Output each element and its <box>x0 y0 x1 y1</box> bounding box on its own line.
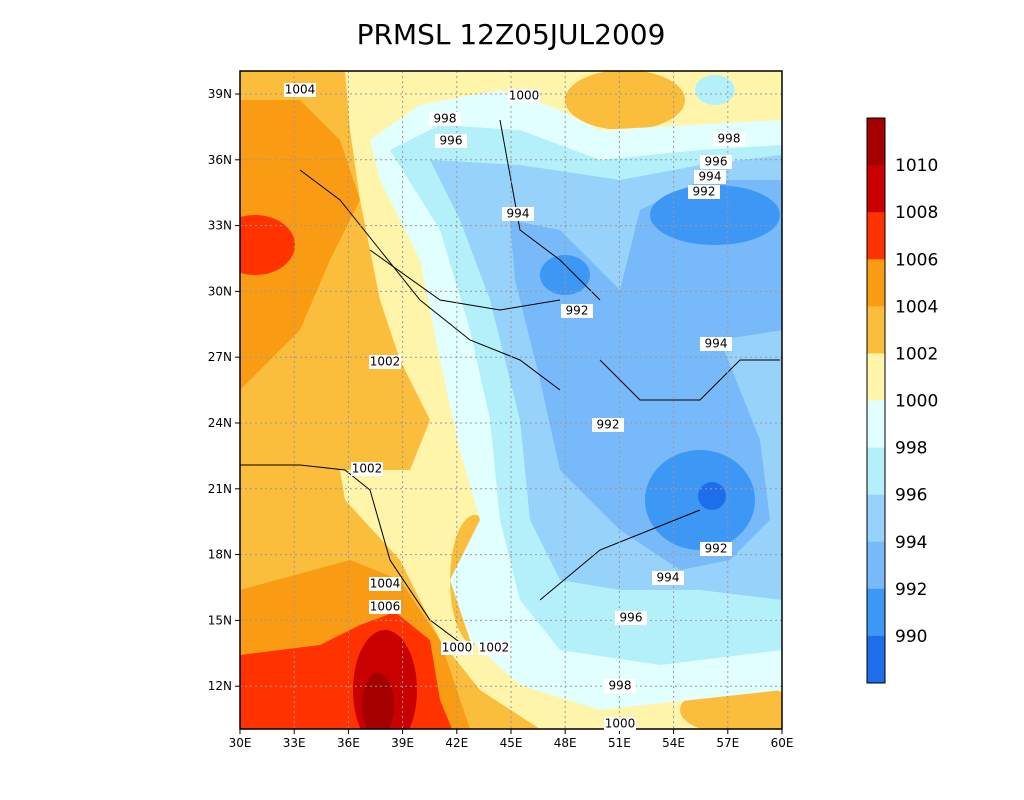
colorbar-label: 998 <box>895 439 927 459</box>
contour-label: 992 <box>597 418 620 432</box>
contour-label: 994 <box>507 207 530 221</box>
contour-label: 994 <box>657 571 680 585</box>
colorbar-segment <box>867 353 885 401</box>
contour-label: 998 <box>718 132 741 146</box>
colorbar-label: 1006 <box>895 250 938 270</box>
lat-tick-label: 27N <box>208 350 232 364</box>
contour-label-box <box>369 355 401 369</box>
colorbar-segment <box>867 588 885 637</box>
contour-label-box <box>369 577 401 591</box>
contour-label-box <box>592 418 624 432</box>
map-title: PRMSL 12Z05JUL2009 <box>357 18 666 51</box>
contour-label-box <box>284 83 316 97</box>
lon-tick-label: 36E <box>337 736 360 750</box>
contour-label: 996 <box>440 134 463 148</box>
lon-tick-label: 54E <box>662 736 685 750</box>
contour-label-box <box>508 89 540 103</box>
contour-label-box <box>441 641 473 655</box>
lon-tick-label: 51E <box>608 736 631 750</box>
lon-tick-label: 39E <box>391 736 414 750</box>
lat-tick-label: 24N <box>208 416 232 430</box>
contour-label: 1000 <box>509 89 540 103</box>
colorbar-segment <box>867 118 885 166</box>
lat-tick-label: 21N <box>208 482 232 496</box>
contour-label: 1002 <box>352 462 383 476</box>
colorbar-label: 1008 <box>895 203 938 223</box>
contour-label: 998 <box>609 679 632 693</box>
colorbar-segment <box>867 635 885 684</box>
colorbar-segment <box>867 306 885 354</box>
colorbar: 1010 1008 1006 1004 1002 1000 998 996 994 992 990 <box>866 117 938 684</box>
lat-tick-label: 39N <box>208 87 232 101</box>
colorbar-segment <box>867 494 885 543</box>
colorbar-label: 994 <box>895 533 927 553</box>
lon-tick-label: 33E <box>283 736 306 750</box>
contour-label-box <box>700 337 732 351</box>
lat-tick-label: 36N <box>208 153 232 167</box>
colorbar-segment <box>867 541 885 590</box>
colorbar-segment <box>867 212 885 260</box>
contour-label-box <box>429 112 461 126</box>
contour-label-box <box>700 542 732 556</box>
contour-label: 1002 <box>479 641 510 655</box>
contour-label-box <box>604 717 636 731</box>
lat-tick-label: 33N <box>208 219 232 233</box>
contour-label: 1004 <box>370 577 401 591</box>
contour-label: 1004 <box>285 83 316 97</box>
contour-label: 1000 <box>605 717 636 731</box>
contour-label-box <box>561 304 593 318</box>
colorbar-frame <box>866 117 886 684</box>
colorbar-label: 1000 <box>895 392 938 412</box>
map-frame <box>239 70 783 730</box>
contour-label-box <box>478 641 510 655</box>
contour-label: 996 <box>705 155 728 169</box>
contour-label: 1002 <box>370 355 401 369</box>
contour-label-box <box>369 600 401 614</box>
contour-label: 998 <box>434 112 457 126</box>
contour-label: 992 <box>705 542 728 556</box>
contour-label: 1000 <box>442 641 473 655</box>
contour-label-box <box>652 571 684 585</box>
contour-label-box <box>713 132 745 146</box>
lat-tick-label: 15N <box>208 613 232 627</box>
lon-tick-label: 42E <box>445 736 468 750</box>
contour-label-box <box>502 207 534 221</box>
contour-label-box <box>615 611 647 625</box>
lon-tick-label: 60E <box>771 736 794 750</box>
colorbar-segment <box>867 165 885 213</box>
lat-tick-label: 12N <box>208 679 232 693</box>
lat-tick-label: 18N <box>208 548 232 562</box>
contour-label-box <box>688 185 720 199</box>
colorbar-segment <box>867 447 885 496</box>
lon-tick-label: 30E <box>229 736 252 750</box>
contour-label: 996 <box>620 611 643 625</box>
contour-label: 994 <box>699 170 722 184</box>
contour-label: 994 <box>705 337 728 351</box>
contour-label: 1006 <box>370 600 401 614</box>
lon-tick-label: 45E <box>500 736 523 750</box>
colorbar-segment <box>867 259 885 307</box>
contour-label: 992 <box>566 304 589 318</box>
colorbar-label: 1004 <box>895 297 938 317</box>
contour-label: 992 <box>693 185 716 199</box>
lat-tick-label: 30N <box>208 284 232 298</box>
contour-label-box <box>351 462 383 476</box>
colorbar-segment <box>867 400 885 449</box>
colorbar-label: 996 <box>895 486 927 506</box>
lon-tick-label: 57E <box>716 736 739 750</box>
contour-label-box <box>694 170 726 184</box>
colorbar-label: 992 <box>895 580 927 600</box>
colorbar-label: 1010 <box>895 156 938 176</box>
contour-label-box <box>700 155 732 169</box>
contour-label-box <box>604 679 636 693</box>
contour-label-box <box>435 134 467 148</box>
colorbar-label: 1002 <box>895 344 938 364</box>
pressure-field <box>240 71 782 729</box>
colorbar-label: 990 <box>895 627 927 647</box>
graticule <box>235 71 783 734</box>
lon-tick-label: 48E <box>554 736 577 750</box>
